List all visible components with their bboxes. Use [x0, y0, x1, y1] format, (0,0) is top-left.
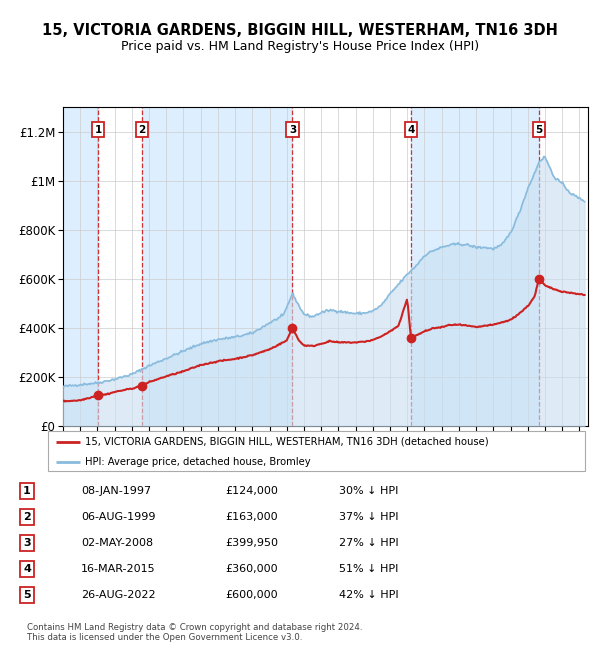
Text: Price paid vs. HM Land Registry's House Price Index (HPI): Price paid vs. HM Land Registry's House …	[121, 40, 479, 53]
Text: 51% ↓ HPI: 51% ↓ HPI	[339, 564, 398, 574]
Text: 3: 3	[289, 125, 296, 135]
Text: 4: 4	[23, 564, 31, 574]
Text: 2: 2	[139, 125, 146, 135]
Text: Contains HM Land Registry data © Crown copyright and database right 2024.
This d: Contains HM Land Registry data © Crown c…	[27, 623, 362, 642]
Text: 16-MAR-2015: 16-MAR-2015	[81, 564, 155, 574]
Text: 5: 5	[535, 125, 542, 135]
Bar	[63, 107, 98, 426]
Text: 08-JAN-1997: 08-JAN-1997	[81, 486, 151, 496]
Text: 30% ↓ HPI: 30% ↓ HPI	[339, 486, 398, 496]
Bar	[411, 107, 539, 426]
Text: 2: 2	[23, 512, 31, 522]
Text: 1: 1	[23, 486, 31, 496]
Text: 3: 3	[23, 538, 31, 548]
Text: 37% ↓ HPI: 37% ↓ HPI	[339, 512, 398, 522]
Text: 02-MAY-2008: 02-MAY-2008	[81, 538, 153, 548]
Text: 27% ↓ HPI: 27% ↓ HPI	[339, 538, 398, 548]
Text: 42% ↓ HPI: 42% ↓ HPI	[339, 590, 398, 600]
Text: 1: 1	[94, 125, 101, 135]
Text: 06-AUG-1999: 06-AUG-1999	[81, 512, 155, 522]
Text: £600,000: £600,000	[225, 590, 278, 600]
Text: 5: 5	[23, 590, 31, 600]
Text: 26-AUG-2022: 26-AUG-2022	[81, 590, 155, 600]
Text: £163,000: £163,000	[225, 512, 278, 522]
Text: 4: 4	[407, 125, 415, 135]
Text: 15, VICTORIA GARDENS, BIGGIN HILL, WESTERHAM, TN16 3DH: 15, VICTORIA GARDENS, BIGGIN HILL, WESTE…	[42, 23, 558, 38]
Text: £399,950: £399,950	[225, 538, 278, 548]
Text: £124,000: £124,000	[225, 486, 278, 496]
Bar	[142, 107, 292, 426]
Text: £360,000: £360,000	[225, 564, 278, 574]
Text: HPI: Average price, detached house, Bromley: HPI: Average price, detached house, Brom…	[85, 458, 310, 467]
Text: 15, VICTORIA GARDENS, BIGGIN HILL, WESTERHAM, TN16 3DH (detached house): 15, VICTORIA GARDENS, BIGGIN HILL, WESTE…	[85, 437, 488, 447]
